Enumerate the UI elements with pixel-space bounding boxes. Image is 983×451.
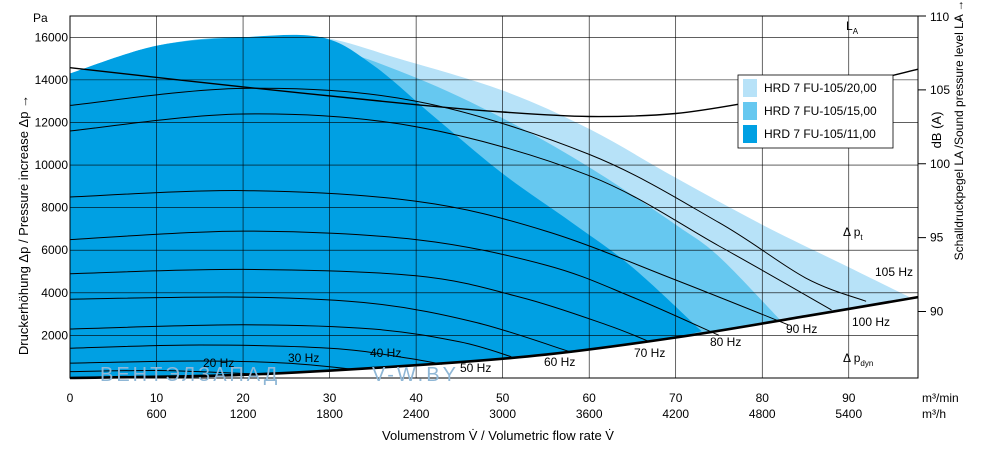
series-area-3 bbox=[70, 34, 702, 379]
grid bbox=[69, 15, 919, 379]
x-tick-m3min-10: 90 bbox=[842, 391, 856, 405]
legend: HRD 7 FU-105/20,00 HRD 7 FU-105/15,00 HRD … bbox=[737, 74, 894, 149]
x-tick-m3min-5: 40 bbox=[409, 391, 423, 405]
left-axis-unit: Pa bbox=[33, 11, 48, 25]
left-tick-2: 4000 bbox=[41, 286, 68, 300]
left-tick-5: 10000 bbox=[35, 158, 69, 172]
x-tick-m3h-9: 5400 bbox=[835, 407, 862, 421]
right-axis-title-text: Schalldruckpegel LA /Sound pressure leve… bbox=[952, 0, 966, 260]
speed-label-10: 20 Hz bbox=[203, 356, 234, 370]
x-tick-m3h-1: 600 bbox=[147, 407, 167, 421]
speed-label-8: 40 Hz bbox=[370, 346, 401, 360]
legend-swatch-2 bbox=[743, 102, 757, 120]
watermark-right: V-W.BY bbox=[372, 364, 459, 386]
legend-box bbox=[737, 74, 894, 149]
left-tick-8: 16000 bbox=[35, 30, 69, 44]
x-tick-m3min-8: 70 bbox=[669, 391, 683, 405]
speed-label-7: 50 Hz bbox=[460, 361, 491, 375]
la-label: LA bbox=[846, 19, 859, 36]
x-unit-m3min: m³/min bbox=[922, 391, 959, 405]
speed-curve-5 bbox=[69, 268, 650, 343]
legend-label-3: HRD 7 FU-105/11,00 bbox=[764, 127, 876, 141]
speed-curve-3 bbox=[69, 190, 789, 326]
legend-label-2: HRD 7 FU-105/15,00 bbox=[764, 104, 877, 118]
speed-curve-6 bbox=[69, 296, 573, 353]
left-tick-7: 14000 bbox=[35, 73, 69, 87]
right-axis-top-tick: 110 → bbox=[930, 10, 964, 24]
delta-pdyn-text: Δ p bbox=[843, 351, 861, 365]
left-tick-1: 2000 bbox=[41, 328, 68, 342]
x-tick-m3h-2: 1200 bbox=[230, 407, 257, 421]
la-sub: A bbox=[853, 27, 859, 36]
speed-label-1: 105 Hz bbox=[875, 265, 913, 279]
speed-label-3: 90 Hz bbox=[786, 322, 817, 336]
left-axis-title: Druckerhöhung Δp / Pressure increase Δp … bbox=[16, 95, 31, 355]
x-tick-m3min-3: 20 bbox=[236, 391, 250, 405]
left-tick-4: 8000 bbox=[41, 201, 68, 215]
speed-label-5: 70 Hz bbox=[634, 346, 665, 360]
delta-pdyn-label: Δ pdyn bbox=[843, 351, 873, 368]
delta-pt-text: Δ p bbox=[843, 225, 861, 239]
speed-curve-8 bbox=[69, 344, 443, 365]
x-tick-m3min-4: 30 bbox=[323, 391, 337, 405]
x-tick-m3h-5: 3000 bbox=[489, 407, 516, 421]
x-tick-m3min-7: 60 bbox=[583, 391, 597, 405]
speed-curve-7 bbox=[69, 324, 512, 358]
legend-swatch-1 bbox=[743, 79, 757, 97]
speed-curve-1 bbox=[69, 87, 867, 302]
x-tick-m3min-6: 50 bbox=[496, 391, 510, 405]
delta-pt-sub: t bbox=[860, 233, 863, 242]
system-curve bbox=[69, 295, 919, 380]
right-tick-1: 90 bbox=[930, 305, 944, 319]
x-tick-m3min-9: 80 bbox=[756, 391, 770, 405]
x-tick-m3h-8: 4800 bbox=[749, 407, 776, 421]
x-tick-m3h-4: 2400 bbox=[403, 407, 430, 421]
watermark-left: ВЕНТЭЛЗАПАД bbox=[100, 364, 280, 386]
x-tick-m3h-3: 1800 bbox=[316, 407, 343, 421]
right-tick-4: 105 bbox=[930, 83, 950, 97]
speed-label-4: 80 Hz bbox=[710, 335, 741, 349]
right-tick-3: 100 bbox=[930, 157, 950, 171]
right-tick-2: 95 bbox=[930, 231, 944, 245]
speed-curve-2 bbox=[69, 113, 832, 311]
x-tick-m3h-7: 4200 bbox=[662, 407, 689, 421]
speed-curve-9 bbox=[69, 360, 356, 370]
speed-curves: 105 Hz 100 Hz 90 Hz 80 Hz 70 Hz 60 Hz 50 Hz 40 … bbox=[69, 67, 919, 380]
x-tick-m3min-2: 10 bbox=[150, 391, 164, 405]
left-tick-6: 12000 bbox=[35, 115, 69, 129]
left-tick-3: 6000 bbox=[41, 243, 68, 257]
speed-label-9: 30 Hz bbox=[288, 351, 319, 365]
right-axis-title: Schalldruckpegel LA /Sound pressure leve… bbox=[952, 0, 966, 260]
la-text: L bbox=[846, 19, 853, 33]
delta-pdyn-sub: dyn bbox=[860, 359, 873, 368]
x-axis-title: Volumenstrom V̇ / Volumetric flow rate V… bbox=[382, 428, 614, 443]
delta-pt-label: Δ pt bbox=[843, 225, 863, 242]
legend-label-1: HRD 7 FU-105/20,00 bbox=[764, 81, 877, 95]
legend-swatch-3 bbox=[743, 125, 757, 143]
speed-label-2: 100 Hz bbox=[852, 315, 890, 329]
axis-ticks: 2000400060008000100001200014000160009095… bbox=[35, 15, 950, 421]
speed-label-6: 60 Hz bbox=[544, 355, 575, 369]
x-unit-m3h: m³/h bbox=[922, 407, 946, 421]
x-tick-m3min-1: 0 bbox=[67, 391, 74, 405]
speed-curve-4 bbox=[69, 230, 720, 336]
right-axis-db-label: dB (A) bbox=[929, 112, 944, 149]
x-tick-m3h-6: 3600 bbox=[576, 407, 603, 421]
